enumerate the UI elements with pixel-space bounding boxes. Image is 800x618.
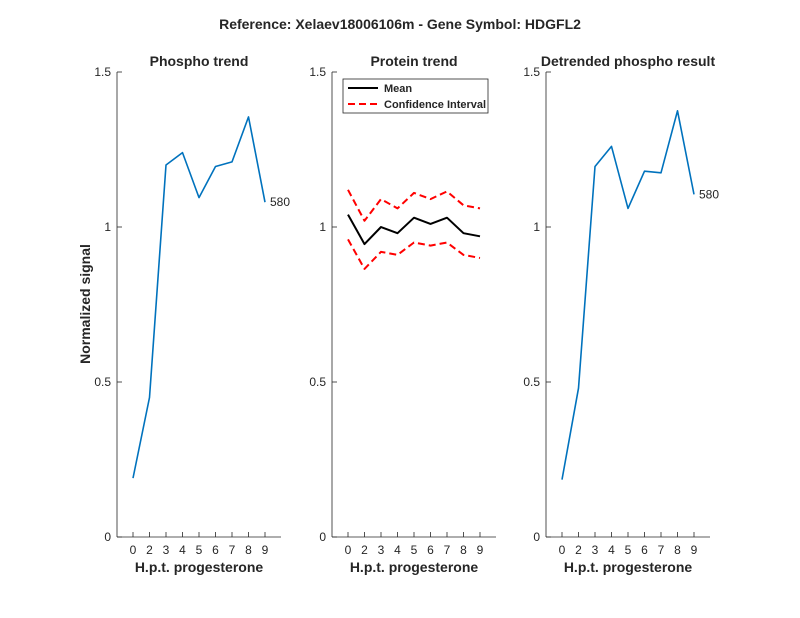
x-tick-label: 3 <box>592 543 599 557</box>
x-tick-label: 8 <box>674 543 681 557</box>
y-tick-label: 0 <box>104 530 111 544</box>
series-line-mean <box>347 214 481 246</box>
x-tick-label: 6 <box>427 543 434 557</box>
point-annotation: 580 <box>270 195 290 209</box>
plot-area: 00.511.50 2 3 4 5 6 7 8 9 <box>309 65 496 557</box>
y-tick-label: 0.5 <box>523 375 540 389</box>
x-axis-label: H.p.t. progesterone <box>135 559 264 575</box>
x-tick-label: 4 <box>394 543 401 557</box>
x-tick-label: 2 <box>146 543 153 557</box>
x-tick-label: 3 <box>163 543 170 557</box>
x-axis-label: H.p.t. progesterone <box>564 559 693 575</box>
series-line-0 <box>561 110 695 480</box>
panel-title: Phospho trend <box>150 53 249 69</box>
legend: Mean Confidence Interval <box>342 78 489 114</box>
x-tick-label: 0 <box>559 543 566 557</box>
x-tick-label: 5 <box>625 543 632 557</box>
x-tick-label: 4 <box>608 543 615 557</box>
y-tick-label: 0 <box>533 530 540 544</box>
x-tick-label: 2 <box>361 543 368 557</box>
x-tick-label: 5 <box>411 543 418 557</box>
x-tick-label: 5 <box>196 543 203 557</box>
x-tick-label: 0 <box>130 543 137 557</box>
y-axis-label: Normalized signal <box>77 244 93 364</box>
x-tick-label: 9 <box>262 543 269 557</box>
x-tick-label: 9 <box>691 543 698 557</box>
x-tick-label: 7 <box>229 543 236 557</box>
y-tick-label: 1 <box>533 220 540 234</box>
x-tick-label: 3 <box>378 543 385 557</box>
x-tick-label: 9 <box>477 543 484 557</box>
x-tick-label: 8 <box>245 543 252 557</box>
point-annotation: 580 <box>699 187 719 201</box>
y-tick-label: 1 <box>319 220 326 234</box>
y-tick-label: 1.5 <box>523 65 540 79</box>
x-tick-label: 0 <box>345 543 352 557</box>
panel-detrended-phospho: Detrended phospho result 00.511.50 2 3 4 5 6 7… <box>523 53 719 575</box>
panel-title: Detrended phospho result <box>541 53 716 69</box>
y-tick-label: 0 <box>319 530 326 544</box>
series-line-confidence-interval <box>347 189 481 222</box>
y-tick-label: 0.5 <box>309 375 326 389</box>
x-tick-label: 6 <box>212 543 219 557</box>
y-tick-label: 1 <box>104 220 111 234</box>
x-tick-label: 7 <box>444 543 451 557</box>
y-tick-label: 1.5 <box>309 65 326 79</box>
x-tick-label: 4 <box>179 543 186 557</box>
series-line-0 <box>132 116 266 479</box>
x-tick-label: 7 <box>658 543 665 557</box>
panel-protein-trend: Protein trend 00.511.50 2 3 4 5 6 7 8 9 H.p.t. p… <box>309 53 496 575</box>
legend-label-ci: Confidence Interval <box>384 99 486 111</box>
legend-box <box>342 78 489 114</box>
legend-label-mean: Mean <box>384 83 412 95</box>
x-tick-label: 2 <box>575 543 582 557</box>
x-tick-label: 6 <box>641 543 648 557</box>
x-axis-label: H.p.t. progesterone <box>350 559 479 575</box>
figure-title: Reference: Xelaev18006106m - Gene Symbol… <box>219 16 581 32</box>
series-line-2 <box>347 238 481 270</box>
panel-title: Protein trend <box>370 53 457 69</box>
x-tick-label: 8 <box>460 543 467 557</box>
y-tick-label: 1.5 <box>94 65 111 79</box>
y-tick-label: 0.5 <box>94 375 111 389</box>
